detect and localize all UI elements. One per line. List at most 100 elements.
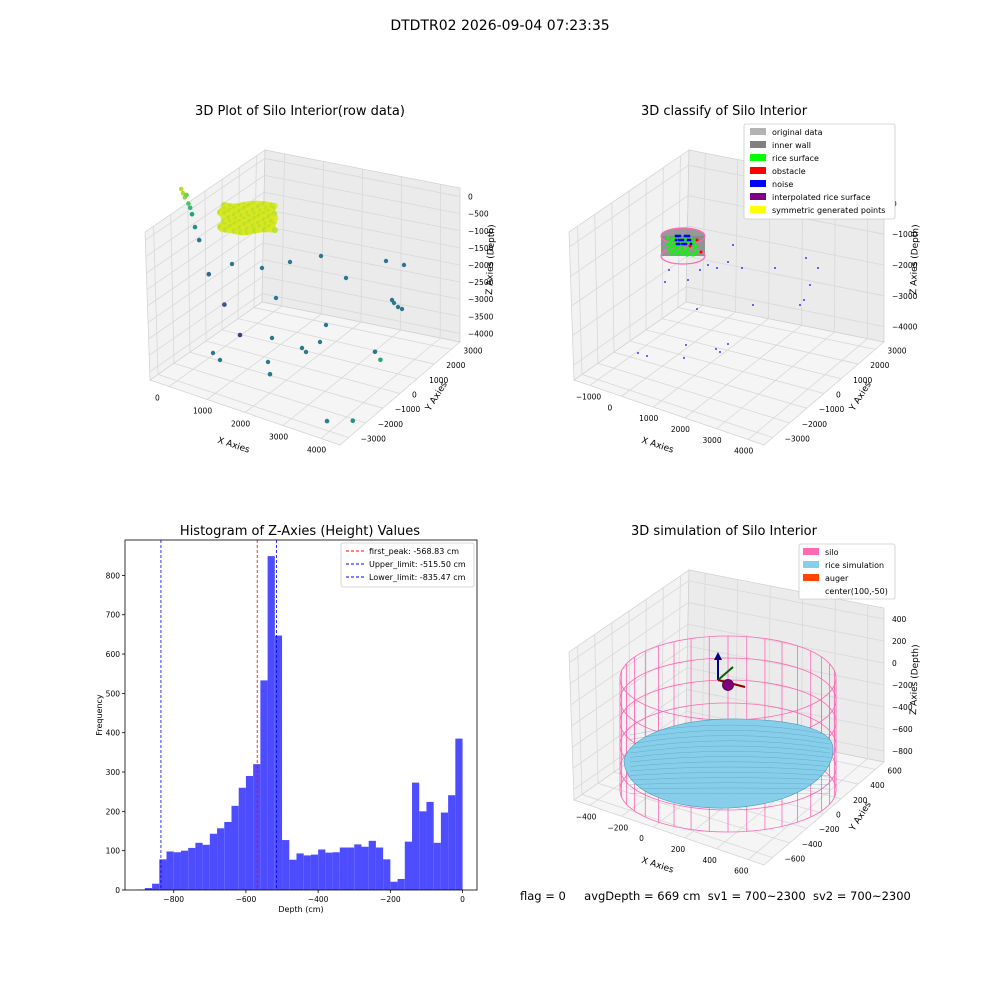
sim-zgrid [687,623,885,664]
raw-point [259,265,265,271]
sim-legend-swatch [803,548,819,555]
classify-plot-xgrid [747,184,869,440]
sim-zgrid [688,602,885,642]
classify-plot-ylabel: Y Axies [848,380,874,414]
raw-point [303,349,309,355]
classify-rice-point [672,236,676,240]
sim-rice-mesh [629,782,831,785]
classify-legend-label: obstacle [772,167,806,176]
raw-point [237,332,243,338]
sim-xtick: 0 [639,834,644,843]
classify-plot-xtick: 1000 [639,414,658,423]
classify-rice-point [694,244,698,248]
raw-plot-xtick: 0 [155,394,160,403]
raw-point [267,371,273,377]
classify-noise-cluster [674,234,678,238]
status-line: flag = 0 avgDepth = 669 cm sv1 = 700~230… [520,889,911,903]
classify-rice-point [667,247,671,251]
sim-ztick: 0 [892,659,897,668]
hist-bar [180,850,189,890]
figure-title: DTDTR02 2026-09-04 07:23:35 [390,18,610,34]
hist-bar [383,859,391,890]
hist-bar [325,852,333,890]
classify-rice-point [684,248,688,252]
hist-bar [433,842,441,890]
raw-plot-ytick: −3000 [361,435,387,444]
raw-plot-ytick: 1000 [429,376,448,385]
hist-bar [347,847,355,890]
classify-noise-cluster [687,234,691,238]
hist-bar [267,556,275,890]
classify-plot-ztick: −3000 [892,292,918,301]
hist-bar [209,833,218,890]
classify-noise-point [707,264,709,266]
classify-legend-box [743,123,896,220]
sim-legend-label: auger [825,574,849,583]
classify-plot-ytick: 2000 [870,361,889,370]
raw-point [184,192,189,198]
classify-rice-point [673,247,677,251]
hist-xtick: −200 [380,895,401,904]
raw-plot-zlabel: Z Axies (Depth) [485,224,497,295]
classify-plot-xtick: 4000 [734,447,753,456]
hist-bar [339,847,348,890]
hist-ylabel: Frequency [95,694,104,736]
classify-noise-cluster [678,234,682,238]
classify-plot-xgrid [589,153,706,386]
raw-plot-xtick: 2000 [231,420,250,429]
sim-rice-mesh [629,761,831,767]
sim-ztick: 400 [892,615,907,624]
sim-ylabel: Y Axies [848,800,874,834]
raw-point [383,258,389,264]
classify-noise-point [683,357,685,359]
sim-legend-label: silo [825,548,839,557]
classify-legend-swatch [750,141,766,148]
classify-legend-label: original data [772,128,823,137]
raw-plot-ygrid [187,202,383,409]
classify-rice-point [676,250,680,254]
hist-bar [426,801,434,890]
hist-bar [173,852,181,890]
raw-plot-ytick: 0 [412,391,417,400]
sim-zgrid [687,645,885,686]
hist-xlabel: Depth (cm) [278,905,323,914]
classify-rice-point [695,249,699,253]
raw-plot-ztick: −2500 [468,278,494,287]
hist-xtick: −800 [163,895,184,904]
classify-plot-xgrid [716,178,836,430]
status-sv1: sv1 = 700~2300 [707,889,806,903]
hist-legend-label: Upper_limit: -515.50 cm [369,560,466,569]
classify-noise-point [732,244,734,246]
hist-bar [282,840,290,890]
sim-xtick: 200 [671,845,686,854]
sim-ytick: 600 [887,766,902,775]
hist-bar [448,795,456,890]
raw-point [343,275,349,281]
raw-point [186,201,191,206]
classify-obstacle-point [695,238,699,242]
classify-plot-ytick: 1000 [853,376,872,385]
classify-noise-cluster [685,234,689,238]
hist-ytick: 700 [106,611,121,620]
classify-noise-cluster [677,242,681,246]
classify-noise-point [805,257,807,259]
raw-point [323,322,329,328]
classify-legend-swatch [750,167,766,174]
classify-plot-ygrid [645,179,842,380]
classify-obstacle-point [688,244,692,248]
classify-noise-point [687,279,689,281]
hist-bar [303,855,311,890]
classify-rice-point [670,238,674,242]
classify-rice-point [674,252,678,256]
classify-rice-point [693,251,697,255]
classify-legend-label: noise [772,180,793,189]
classify-rice-point [669,245,673,249]
classify-rice-point [682,250,686,254]
hist-bar [202,844,210,890]
sim-rice-mesh [629,735,831,745]
hist-bar [310,854,319,890]
hist-bar [152,883,160,890]
classify-rice-point [678,248,682,252]
raw-point [399,306,405,312]
